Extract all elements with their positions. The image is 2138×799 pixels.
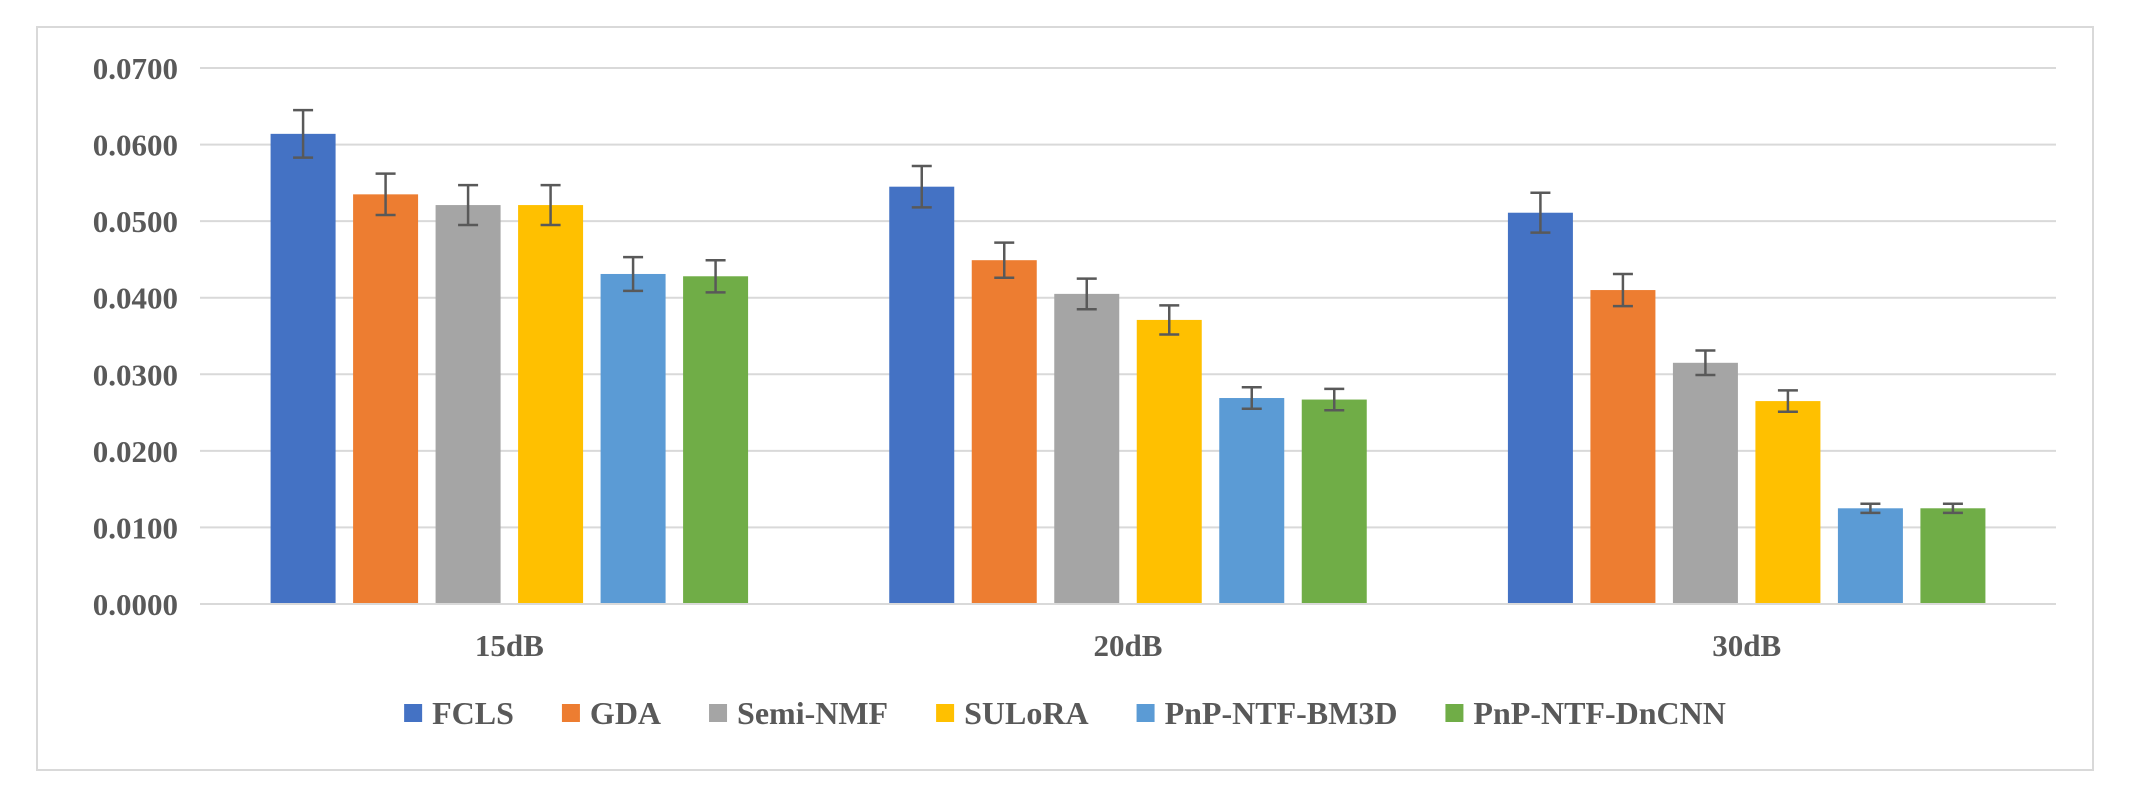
error-bar: [1942, 502, 1963, 515]
y-tick-label: 0.0000: [93, 587, 178, 622]
error-bar: [1159, 304, 1180, 336]
bar-fcls-15db: [270, 133, 336, 604]
bar-fcls-20db: [889, 186, 955, 604]
legend-swatch: [404, 704, 423, 722]
error-bar: [1612, 272, 1633, 308]
bar-pnp-ntf-dncnn-15db: [683, 276, 749, 604]
x-category-label: 20dB: [1094, 628, 1163, 663]
bar-semi-nmf-20db: [1054, 293, 1120, 604]
legend-label: PnP-NTF-BM3D: [1165, 695, 1398, 731]
legend-label: SULoRA: [964, 695, 1088, 731]
error-bar: [1324, 387, 1345, 412]
legend-item: FCLS: [404, 695, 514, 731]
legend-swatch: [709, 704, 728, 722]
y-tick-label: 0.0200: [93, 434, 178, 469]
legend-swatch: [561, 704, 580, 722]
error-bar: [1241, 386, 1262, 410]
bar-sulora-15db: [518, 205, 584, 604]
bar-sulora-30db: [1755, 401, 1821, 604]
bar-pnp-ntf-bm3d-30db: [1837, 508, 1903, 604]
legend-swatch: [1445, 704, 1464, 722]
legend-label: Semi-NMF: [737, 695, 888, 731]
error-bar: [1860, 502, 1881, 515]
y-tick-label: 0.0400: [93, 281, 178, 316]
error-bar: [458, 183, 479, 227]
error-bar: [994, 241, 1015, 280]
error-bar: [911, 164, 932, 209]
x-category-label: 15dB: [475, 628, 544, 663]
category-labels: 15dB 20dB 30dB: [475, 628, 1781, 663]
chart-frame: 0.0000 0.0100 0.0200 0.0300 0.0400 0.0500 0.06…: [36, 26, 2094, 771]
legend: FCLS GDA Semi-NMF SULoRA PnP-NTF-BM3D PnP-NTF…: [404, 695, 1726, 731]
bars: [270, 133, 1986, 605]
legend-item: PnP-NTF-BM3D: [1136, 695, 1398, 731]
error-bar: [1076, 277, 1097, 311]
bar-fcls-30db: [1507, 212, 1573, 604]
bar-pnp-ntf-dncnn-20db: [1301, 399, 1367, 604]
error-bar: [623, 255, 644, 293]
bar-sulora-20db: [1136, 319, 1202, 604]
y-tick-label: 0.0500: [93, 204, 178, 239]
legend-label: PnP-NTF-DnCNN: [1473, 695, 1725, 731]
bar-gda-20db: [971, 260, 1037, 604]
legend-swatch: [1136, 704, 1155, 722]
legend-swatch: [936, 704, 955, 722]
bar-semi-nmf-30db: [1672, 362, 1738, 604]
y-axis-tick-labels: 0.0000 0.0100 0.0200 0.0300 0.0400 0.0500 0.06…: [93, 51, 178, 622]
bar-pnp-ntf-bm3d-15db: [600, 273, 666, 604]
y-tick-label: 0.0100: [93, 510, 178, 545]
error-bar: [540, 183, 561, 227]
bar-pnp-ntf-bm3d-20db: [1219, 398, 1285, 604]
bar-chart: 0.0000 0.0100 0.0200 0.0300 0.0400 0.0500 0.06…: [93, 51, 2056, 731]
error-bar: [1695, 349, 1716, 377]
legend-item: PnP-NTF-DnCNN: [1445, 695, 1726, 731]
error-bar: [375, 172, 396, 217]
x-category-label: 30dB: [1712, 628, 1781, 663]
legend-item: GDA: [561, 695, 661, 731]
legend-label: FCLS: [432, 695, 514, 731]
bar-gda-15db: [353, 194, 419, 605]
legend-item: SULoRA: [936, 695, 1089, 731]
error-bar: [293, 108, 314, 159]
gridlines: [200, 67, 2056, 529]
bar-gda-30db: [1590, 290, 1656, 604]
legend-label: GDA: [590, 695, 661, 731]
y-tick-label: 0.0700: [93, 51, 178, 86]
error-bar: [1777, 389, 1798, 414]
error-bars: [293, 108, 1963, 515]
y-tick-label: 0.0600: [93, 128, 178, 163]
legend-item: Semi-NMF: [709, 695, 888, 731]
bar-semi-nmf-15db: [435, 205, 501, 604]
y-tick-label: 0.0300: [93, 357, 178, 392]
error-bar: [1530, 191, 1551, 234]
error-bar: [705, 258, 726, 294]
bar-pnp-ntf-dncnn-30db: [1920, 508, 1986, 604]
